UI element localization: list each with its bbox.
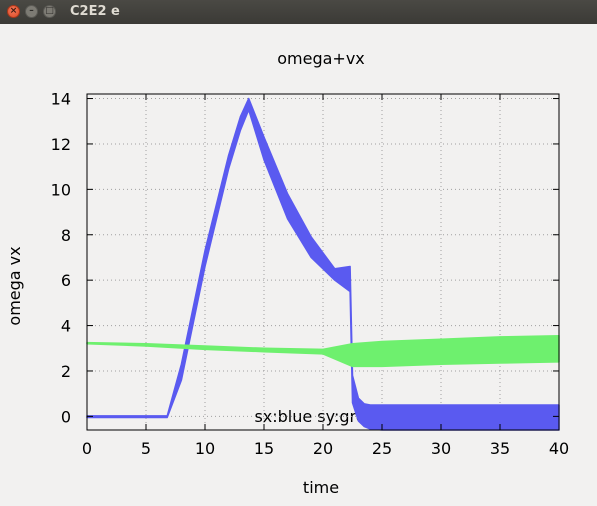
x-tick-label: 0	[82, 439, 92, 458]
x-tick-label: 20	[313, 439, 333, 458]
maximize-button[interactable]: □	[43, 5, 56, 18]
close-button[interactable]: ×	[7, 5, 20, 18]
y-tick-label: 8	[61, 226, 71, 245]
x-tick-label: 40	[549, 439, 569, 458]
x-tick-label: 25	[372, 439, 392, 458]
y-tick-label: 0	[61, 407, 71, 426]
close-icon: ×	[9, 6, 18, 16]
series-blue-band	[86, 97, 560, 431]
y-tick-label: 10	[51, 180, 71, 199]
chart-title: omega+vx	[277, 49, 365, 68]
series-green-band	[86, 335, 560, 368]
series-layer	[86, 97, 560, 431]
y-tick-label: 2	[61, 362, 71, 381]
tick-layer: 0 5 10 15 20 25 30 35 40 0 2 4 6 8 10 12 14	[51, 90, 570, 458]
maximize-icon: □	[45, 6, 54, 16]
window-titlebar: × – □ C2E2 e	[0, 0, 597, 24]
y-tick-label: 4	[61, 317, 71, 336]
x-tick-label: 5	[141, 439, 151, 458]
y-tick-label: 14	[51, 90, 71, 109]
y-tick-label: 12	[51, 135, 71, 154]
chart-svg: omega+vx time omega vx sx:blue sy:green …	[5, 49, 570, 497]
x-axis-label: time	[303, 478, 339, 497]
minimize-button[interactable]: –	[25, 5, 38, 18]
y-tick-label: 6	[61, 271, 71, 290]
minimize-icon: –	[29, 6, 34, 16]
x-tick-label: 15	[254, 439, 274, 458]
window-title: C2E2 e	[70, 4, 120, 19]
x-tick-label: 35	[490, 439, 510, 458]
x-tick-label: 30	[431, 439, 451, 458]
plot-window-content: omega+vx time omega vx sx:blue sy:green …	[0, 24, 597, 506]
x-tick-label: 10	[195, 439, 215, 458]
y-axis-label: omega vx	[5, 246, 24, 325]
